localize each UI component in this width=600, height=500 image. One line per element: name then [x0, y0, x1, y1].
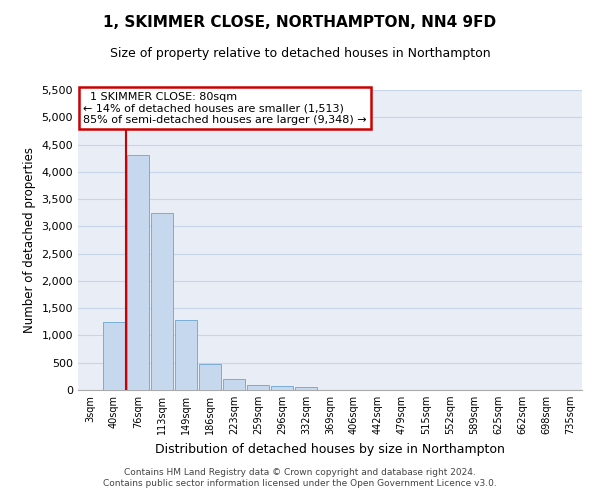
Bar: [271, 386, 293, 390]
Bar: [151, 212, 173, 390]
Text: 1 SKIMMER CLOSE: 80sqm
← 14% of detached houses are smaller (1,513)
85% of semi-: 1 SKIMMER CLOSE: 80sqm ← 14% of detached…: [83, 92, 367, 124]
Bar: [295, 387, 317, 390]
Bar: [103, 322, 125, 390]
Text: 1, SKIMMER CLOSE, NORTHAMPTON, NN4 9FD: 1, SKIMMER CLOSE, NORTHAMPTON, NN4 9FD: [103, 15, 497, 30]
Bar: [223, 379, 245, 390]
Text: Size of property relative to detached houses in Northampton: Size of property relative to detached ho…: [110, 48, 490, 60]
Y-axis label: Number of detached properties: Number of detached properties: [23, 147, 36, 333]
Text: Contains HM Land Registry data © Crown copyright and database right 2024.
Contai: Contains HM Land Registry data © Crown c…: [103, 468, 497, 487]
Bar: [199, 364, 221, 390]
Bar: [247, 385, 269, 390]
Bar: [127, 156, 149, 390]
X-axis label: Distribution of detached houses by size in Northampton: Distribution of detached houses by size …: [155, 442, 505, 456]
Bar: [175, 320, 197, 390]
